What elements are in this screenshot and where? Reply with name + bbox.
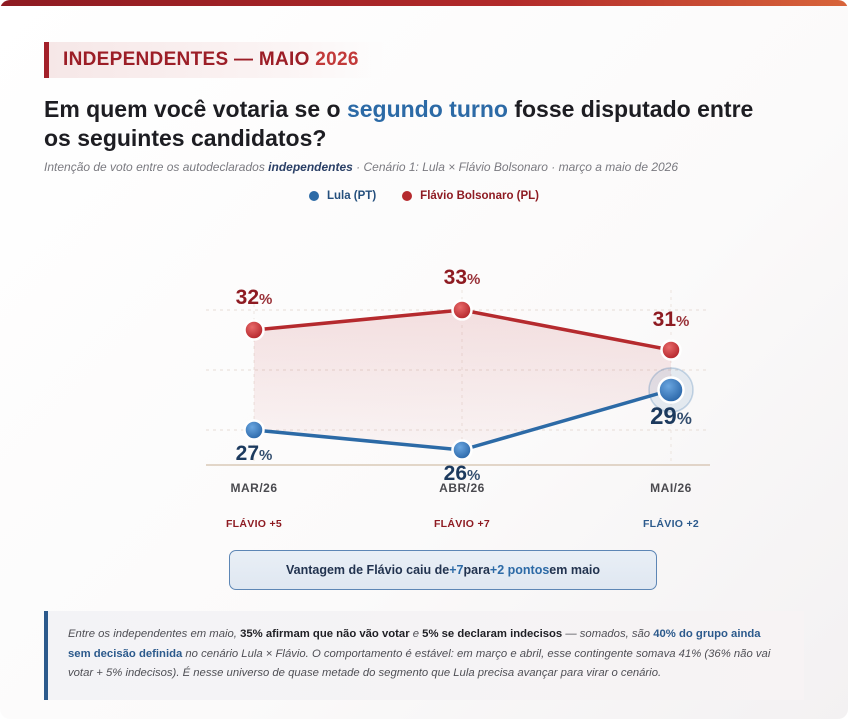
callout-part-1: Vantagem de Flávio caiu de xyxy=(285,563,450,577)
title-part-2: fosse disputado entre os seguintes candi… xyxy=(44,96,754,151)
section-kicker: INDEPENDENTES — MAIO 2026 xyxy=(44,42,384,78)
note-bold-1: 35% afirmam que não vão votar xyxy=(240,628,410,640)
subtitle-bold: independentes xyxy=(268,160,353,174)
value-label-flavio-2: 33% xyxy=(444,266,481,289)
x-tick-labels: MAR/26 ABR/26 MAI/26 xyxy=(230,481,691,495)
value-label-lula-1: 27% xyxy=(236,442,273,465)
gap-band xyxy=(254,310,671,450)
margin-label-2: FLÁVIO +7 xyxy=(434,517,490,530)
value-label-lula-2: 26% xyxy=(444,462,481,485)
advantage-callout: Vantagem de Flávio caiu de +7 para +2 po… xyxy=(229,550,657,590)
note-text-2: e xyxy=(409,628,423,640)
top-accent-bar xyxy=(0,0,848,6)
note-text-1: Entre os independentes em maio, xyxy=(68,628,241,640)
margin-labels: FLÁVIO +5 FLÁVIO +7 FLÁVIO +2 xyxy=(226,517,699,530)
point-flavio-mai-26 xyxy=(660,339,682,361)
note-bold-3: 40% do grupo ainda sem decisão definida xyxy=(68,628,761,660)
note-text-3: — somados, são xyxy=(562,628,654,640)
subtitle-part-2: · Cenário 1: Lula × Flávio Bolsonaro · m… xyxy=(352,160,679,174)
margin-label-1: FLÁVIO +5 xyxy=(226,517,282,530)
data-points xyxy=(243,299,694,461)
value-label-flavio-1: 32% xyxy=(236,286,273,309)
x-tick-label-2: ABR/26 xyxy=(439,481,485,495)
value-labels: 32% 33% 31% 27% 26% 29% xyxy=(236,266,692,485)
title-part-1: Em quem você votaria se o xyxy=(44,96,347,122)
chart-legend: Lula (PT) Flávio Bolsonaro (PL) xyxy=(0,190,848,202)
legend-label-lula: Lula (PT) xyxy=(326,190,377,202)
legend-item-lula: Lula (PT) xyxy=(308,190,377,202)
value-label-flavio-3: 31% xyxy=(653,308,690,331)
callout-mid: para xyxy=(463,563,490,577)
point-lula-abr-26 xyxy=(451,439,473,461)
legend-item-flavio: Flávio Bolsonaro (PL) xyxy=(402,190,539,202)
callout-num-1: +7 xyxy=(449,563,464,577)
context-note: Entre os independentes em maio, 35% afir… xyxy=(44,611,804,700)
point-flavio-abr-26 xyxy=(451,299,473,321)
legend-swatch-flavio xyxy=(402,191,413,201)
point-lula-mai-26 xyxy=(657,376,685,404)
margin-label-3: FLÁVIO +2 xyxy=(643,517,699,530)
title-highlight: segundo turno xyxy=(346,96,508,122)
callout-part-2: em maio xyxy=(549,563,601,577)
value-label-lula-3: 29% xyxy=(650,403,692,430)
point-lula-mar-26 xyxy=(243,419,265,441)
legend-swatch-lula xyxy=(308,191,319,201)
legend-label-flavio: Flávio Bolsonaro (PL) xyxy=(420,190,540,202)
kicker-year: 2026 xyxy=(315,49,359,70)
note-text-4: no cenário Lula × Flávio. O comportament… xyxy=(68,647,771,680)
chart-title: Em quem você votaria se o segundo turno … xyxy=(44,95,764,153)
x-tick-label-3: MAI/26 xyxy=(650,481,692,495)
chart-subtitle: Intenção de voto entre os autodeclarados… xyxy=(44,160,804,174)
point-flavio-mar-26 xyxy=(243,319,265,341)
kicker-label: INDEPENDENTES — MAIO xyxy=(63,49,310,70)
callout-num-2: +2 pontos xyxy=(489,563,550,577)
x-tick-label-1: MAR/26 xyxy=(230,481,277,495)
note-bold-2: 5% se declaram indecisos xyxy=(422,628,563,640)
subtitle-part-1: Intenção de voto entre os autodeclarados xyxy=(44,160,269,174)
